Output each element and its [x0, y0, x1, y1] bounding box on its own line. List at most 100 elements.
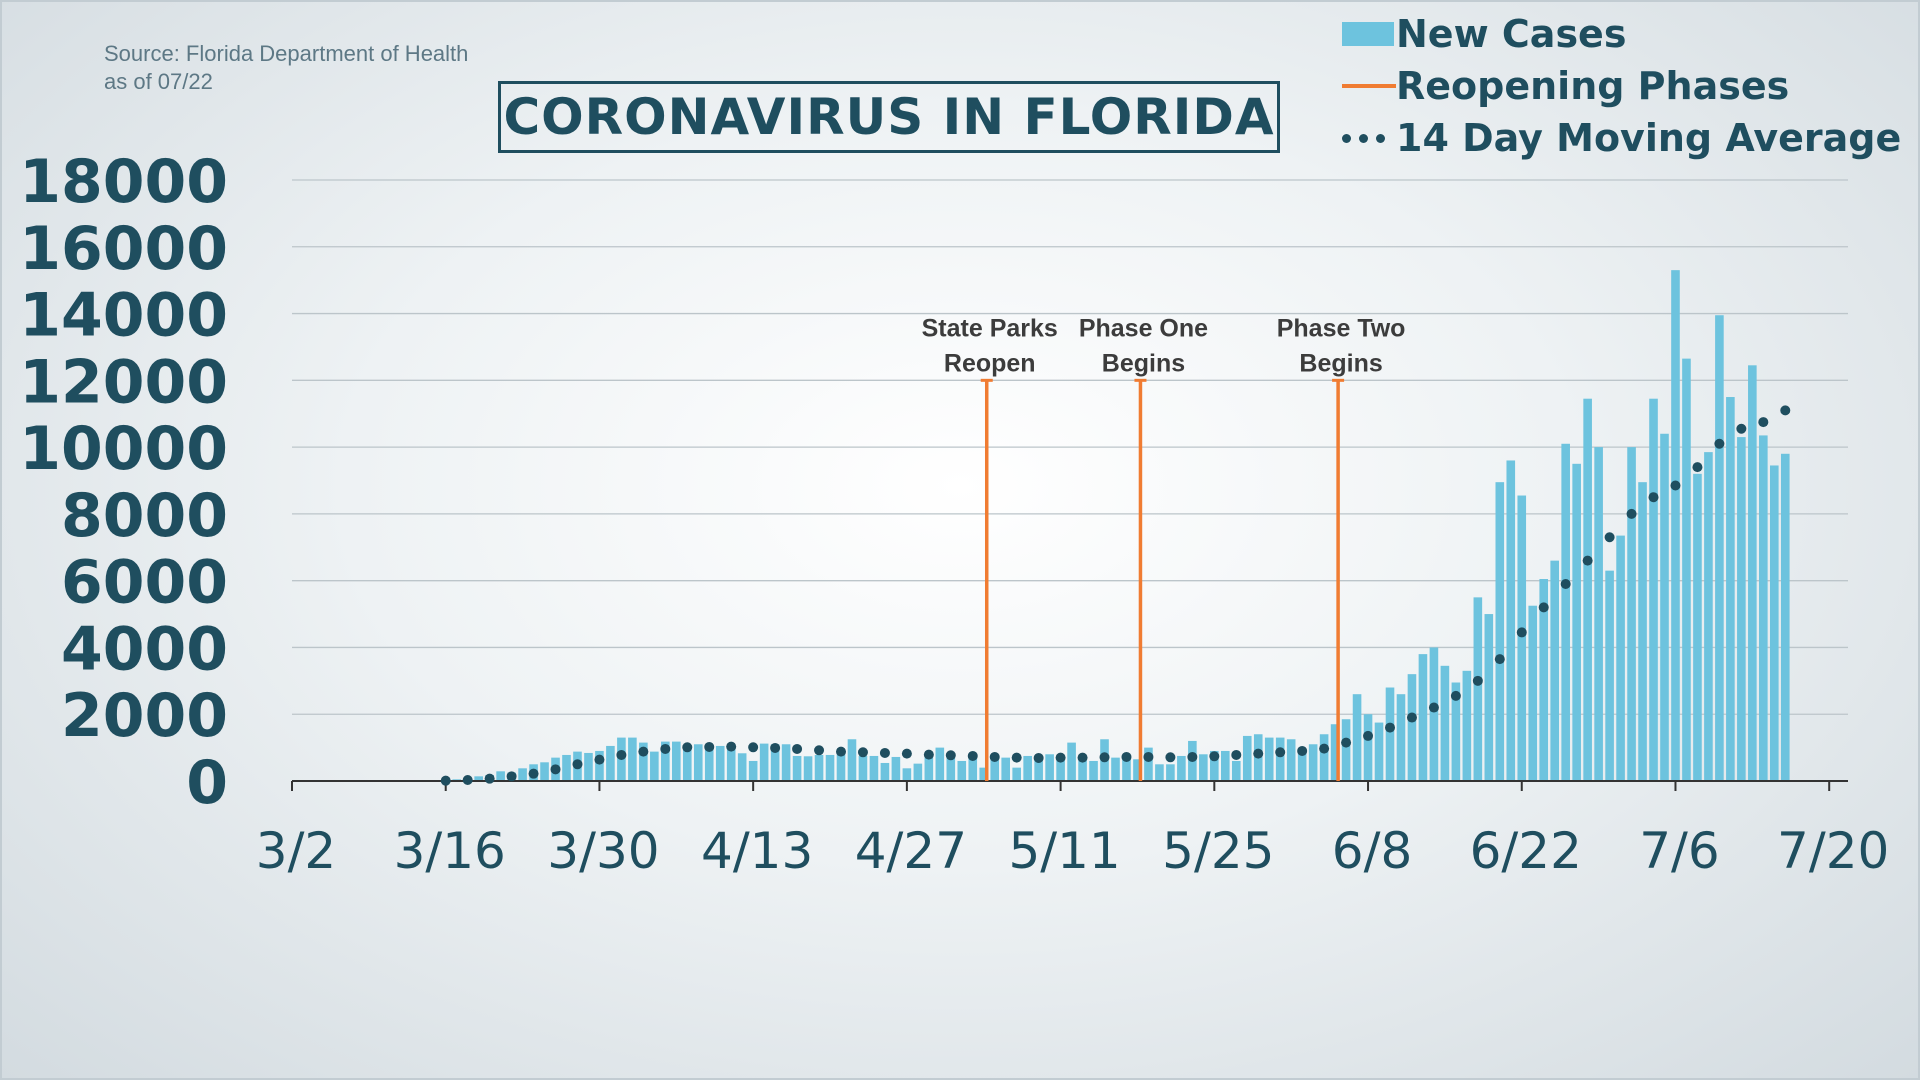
bar [902, 768, 912, 781]
bar [1638, 482, 1647, 781]
y-tick-label: 14000 [19, 281, 228, 351]
bar [1429, 647, 1439, 781]
bar [1133, 759, 1142, 781]
bar [1627, 447, 1636, 781]
bar [1385, 687, 1395, 781]
moving-average-point [967, 750, 978, 761]
moving-average-point [1648, 492, 1659, 503]
y-tick-label: 0 [186, 748, 228, 818]
moving-average-point [1165, 752, 1176, 763]
bar [1056, 757, 1065, 781]
bar [1363, 714, 1373, 781]
moving-average-point [616, 749, 627, 760]
moving-average-point [550, 764, 561, 775]
y-tick-label: 10000 [19, 414, 228, 484]
bar [1528, 605, 1538, 781]
x-tick-label: 4/13 [701, 822, 813, 880]
bar [1780, 453, 1790, 781]
bar [748, 760, 758, 781]
bar [1462, 670, 1472, 781]
moving-average-point [770, 742, 781, 753]
moving-average-point [638, 746, 649, 757]
bar [606, 745, 615, 781]
y-tick-label: 2000 [61, 681, 228, 751]
moving-average-point [901, 748, 912, 759]
bar [1166, 764, 1175, 781]
bar [1440, 665, 1450, 781]
moving-average-point [1736, 423, 1747, 434]
bar [935, 747, 945, 781]
y-tick-label: 8000 [61, 481, 228, 551]
bar [1671, 270, 1680, 781]
bar [1495, 482, 1505, 781]
bar [924, 754, 934, 781]
bar [990, 755, 1000, 781]
moving-average-point [1406, 712, 1417, 723]
moving-average-point [1692, 462, 1703, 473]
bar [968, 757, 978, 781]
bar [1737, 437, 1746, 781]
bar [1748, 365, 1757, 781]
bar [1506, 460, 1516, 781]
bar [496, 771, 505, 781]
bar [1759, 435, 1768, 781]
bar [770, 744, 780, 781]
bar [562, 754, 571, 781]
x-tick-label: 3/16 [394, 822, 506, 880]
bar [803, 756, 813, 781]
x-tick-label: 7/6 [1639, 822, 1719, 880]
bar [1199, 754, 1208, 781]
moving-average-point [1187, 751, 1198, 762]
line-swatch-icon [1342, 84, 1396, 88]
legend-label-moving-average: 14 Day Moving Average [1396, 116, 1902, 160]
bar [1023, 755, 1032, 781]
x-tick-label: 7/20 [1777, 822, 1889, 880]
bar [1034, 755, 1043, 781]
y-tick-label: 12000 [19, 347, 228, 417]
bar [891, 756, 901, 781]
moving-average-point [945, 750, 956, 761]
bar [1451, 682, 1461, 781]
moving-average-point [506, 771, 517, 782]
moving-average-point [923, 749, 934, 760]
moving-average-point [1758, 417, 1769, 428]
as-of-date: as of 07/22 [104, 69, 213, 94]
moving-average-point [836, 746, 846, 757]
bar [1594, 447, 1603, 781]
x-tick-label: 3/2 [256, 822, 336, 880]
bar [715, 745, 725, 781]
moving-average-point [1077, 752, 1088, 763]
moving-average-point [857, 747, 868, 758]
moving-average-point [1055, 752, 1066, 763]
moving-average-point [660, 743, 671, 754]
bar [781, 744, 791, 781]
bar [1177, 755, 1186, 781]
bar [628, 737, 637, 781]
moving-average-point [1297, 745, 1308, 756]
bar [1264, 737, 1274, 781]
x-tick-label: 3/30 [547, 822, 659, 880]
bar [1308, 744, 1318, 781]
x-tick-label: 4/27 [855, 822, 967, 880]
bar [1704, 452, 1713, 781]
bar [869, 755, 879, 781]
bar [518, 768, 527, 781]
phase-label: State Parks [922, 314, 1058, 342]
moving-average-point [1626, 508, 1637, 519]
bar [693, 744, 703, 781]
bar [836, 752, 846, 781]
x-tick-label: 6/22 [1470, 822, 1582, 880]
bar [1770, 465, 1779, 781]
bar [1550, 560, 1559, 781]
moving-average-point [792, 743, 803, 754]
bar [1275, 737, 1285, 781]
moving-average-point [440, 775, 451, 786]
moving-average-point [1385, 722, 1395, 733]
phase-label: Begins [1299, 349, 1382, 377]
bar [682, 744, 692, 781]
y-tick-label: 18000 [19, 147, 228, 217]
moving-average-point [1275, 747, 1286, 758]
bar [847, 739, 857, 781]
moving-average-point [1319, 743, 1330, 754]
